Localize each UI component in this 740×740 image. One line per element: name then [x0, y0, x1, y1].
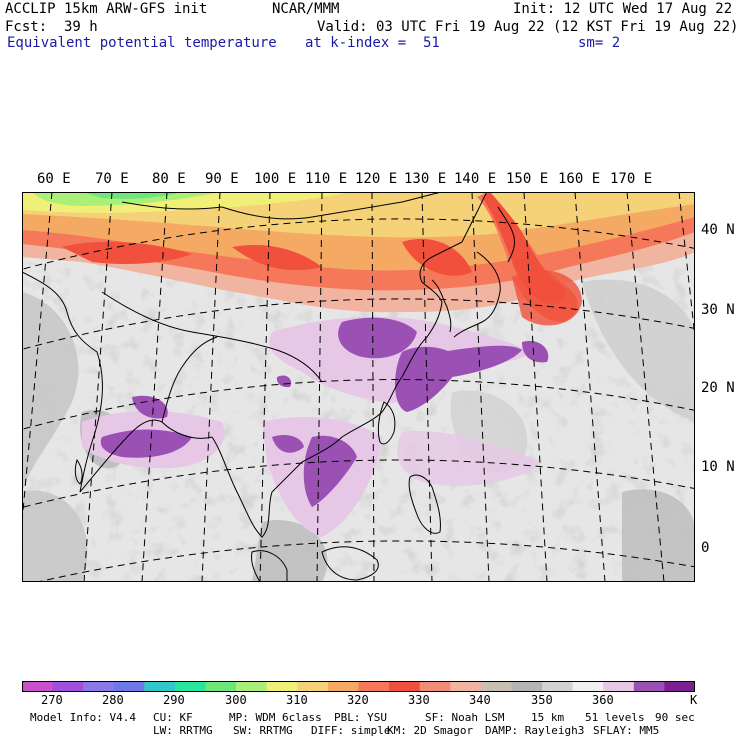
- theta-e-map: [22, 192, 695, 582]
- colorbar-label: 360: [592, 693, 614, 707]
- colorbar-label: 340: [469, 693, 491, 707]
- colorbar-label: 270: [41, 693, 63, 707]
- coastlines: [22, 192, 515, 582]
- model-info: DIFF: simple: [311, 724, 391, 737]
- lon-label: 80 E: [152, 171, 186, 187]
- lon-label: 60 E: [37, 171, 71, 187]
- lon-label: 110 E: [305, 171, 348, 187]
- colorbar-swatch: [389, 681, 421, 692]
- colorbar-swatch: [174, 681, 207, 692]
- lon-label: 170 E: [610, 171, 653, 187]
- colorbar-swatch: [266, 681, 298, 692]
- colorbar-label: 350: [531, 693, 553, 707]
- lon-label: 130 E: [404, 171, 447, 187]
- colorbar-swatch: [83, 681, 115, 692]
- model-info: MP: WDM 6class: [229, 711, 322, 724]
- forecast-label: Fcst:: [5, 19, 48, 35]
- gray-patches: [22, 279, 695, 582]
- colorbar: [22, 681, 695, 692]
- colorbar-swatch: [542, 681, 574, 692]
- organization: NCAR/MMM: [272, 1, 340, 17]
- lon-label: 70 E: [95, 171, 129, 187]
- colorbar-label: 330: [408, 693, 430, 707]
- level-index: at k-index = 51: [305, 35, 440, 51]
- lon-label: 150 E: [506, 171, 549, 187]
- smoothing: sm= 2: [578, 35, 621, 51]
- colorbar-label: 280: [102, 693, 124, 707]
- field-name: Equivalent potential temperature: [7, 35, 277, 51]
- lon-label: 100 E: [254, 171, 297, 187]
- model-info: 51 levels: [585, 711, 645, 724]
- colorbar-swatch: [113, 681, 145, 692]
- colorbar-swatch: [22, 681, 54, 692]
- init-time: Init: 12 UTC Wed 17 Aug 22: [513, 1, 733, 17]
- model-info: 90 sec: [655, 711, 695, 724]
- model-info: DAMP: Rayleigh3: [485, 724, 585, 737]
- lon-label: 140 E: [454, 171, 497, 187]
- colorbar-swatch: [450, 681, 482, 692]
- graticule: [22, 192, 695, 582]
- colorbar-label: 320: [347, 693, 369, 707]
- colorbar-swatch: [52, 681, 84, 692]
- map-frame: [22, 192, 695, 582]
- valid-time: Valid: 03 UTC Fri 19 Aug 22 (12 KST Fri …: [317, 19, 739, 35]
- colorbar-swatch: [633, 681, 665, 692]
- colorbar-unit: K: [690, 693, 698, 707]
- lon-label: 120 E: [355, 171, 398, 187]
- colorbar-swatch: [205, 681, 237, 692]
- model-info: PBL: YSU: [334, 711, 387, 724]
- colorbar-label: 290: [163, 693, 185, 707]
- model-info: Model Info: V4.4: [30, 711, 136, 724]
- colorbar-swatch: [664, 681, 695, 692]
- colorbar-swatch: [603, 681, 635, 692]
- model-info: SW: RRTMG: [233, 724, 293, 737]
- lon-label: 90 E: [205, 171, 239, 187]
- model-info: LW: RRTMG: [153, 724, 213, 737]
- lat-label: 10 N: [701, 459, 735, 475]
- colorbar-frame: [22, 681, 695, 692]
- colorbar-label: 300: [225, 693, 247, 707]
- colorbar-swatch: [358, 681, 390, 692]
- colorbar-label: 310: [286, 693, 308, 707]
- lon-label: 160 E: [558, 171, 601, 187]
- model-info: 15 km: [531, 711, 565, 724]
- colorbar-swatch: [144, 681, 176, 692]
- warm-band: [22, 192, 695, 326]
- lat-label: 30 N: [701, 302, 735, 318]
- colorbar-swatch: [236, 681, 268, 692]
- colorbar-swatch: [419, 681, 451, 692]
- model-info: SF: Noah LSM: [425, 711, 505, 724]
- model-info: CU: KF: [153, 711, 193, 724]
- colorbar-swatch: [327, 681, 359, 692]
- colorbar-swatch: [572, 681, 604, 692]
- model-info: KM: 2D Smagor: [387, 724, 474, 737]
- colorbar-swatch: [297, 681, 329, 692]
- model-title: ACCLIP 15km ARW-GFS init: [5, 1, 208, 17]
- lat-label: 20 N: [701, 380, 735, 396]
- colorbar-swatch: [480, 681, 512, 692]
- forecast-hour: 39 h: [64, 19, 98, 35]
- lat-label: 40 N: [701, 222, 735, 238]
- colorbar-swatch: [511, 681, 543, 692]
- lat-label: 0: [701, 540, 710, 556]
- model-info: SFLAY: MM5: [593, 724, 660, 737]
